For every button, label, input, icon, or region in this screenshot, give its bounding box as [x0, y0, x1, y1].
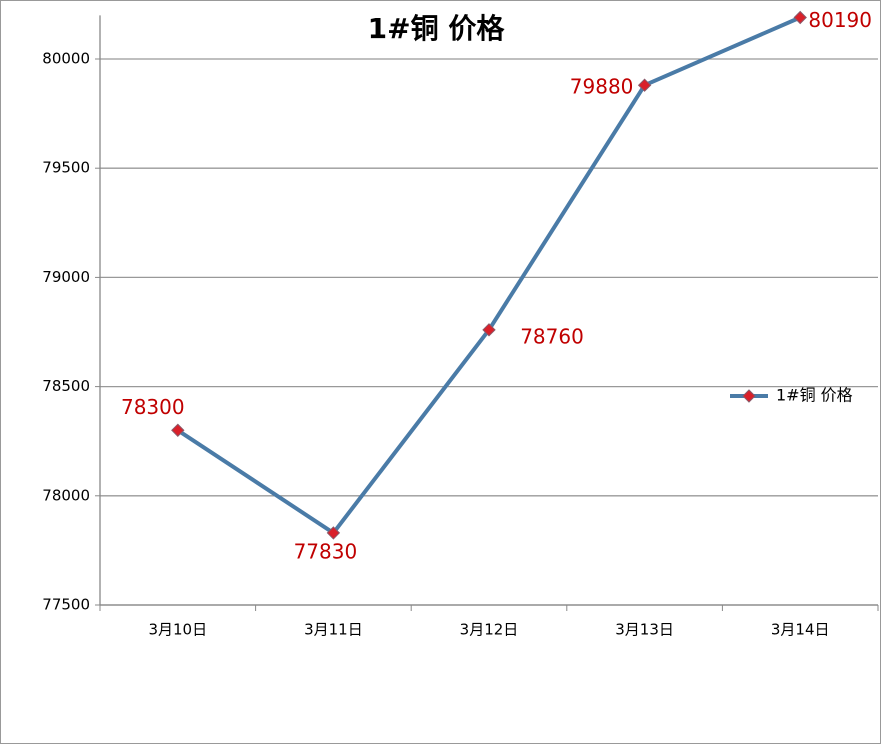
x-tick-label: 3月13日	[615, 621, 674, 639]
x-tick-label: 3月14日	[771, 621, 830, 639]
data-point	[171, 423, 185, 437]
y-tick-label: 80000	[42, 50, 90, 68]
legend-label: 1#铜 价格	[776, 386, 853, 405]
data-point	[326, 526, 341, 540]
data-label: 77830	[294, 539, 358, 563]
y-tick-label: 78000	[42, 486, 90, 504]
x-tick-label: 3月10日	[148, 621, 207, 639]
data-label: 79880	[570, 75, 634, 99]
y-tick-label: 79500	[42, 159, 90, 177]
y-tick-label: 79000	[42, 268, 90, 286]
y-tick-label: 77500	[42, 596, 90, 614]
chart-title: 1#铜 价格	[368, 12, 506, 45]
x-tick-label: 3月11日	[304, 621, 363, 639]
data-label: 78300	[121, 395, 185, 419]
data-point	[482, 323, 496, 337]
data-label: 80190	[808, 8, 872, 32]
x-tick-label: 3月12日	[460, 621, 519, 639]
legend-marker	[742, 389, 756, 403]
data-label: 78760	[520, 324, 584, 348]
data-point	[793, 10, 807, 25]
y-tick-label: 78500	[42, 377, 90, 395]
data-point	[637, 78, 652, 92]
